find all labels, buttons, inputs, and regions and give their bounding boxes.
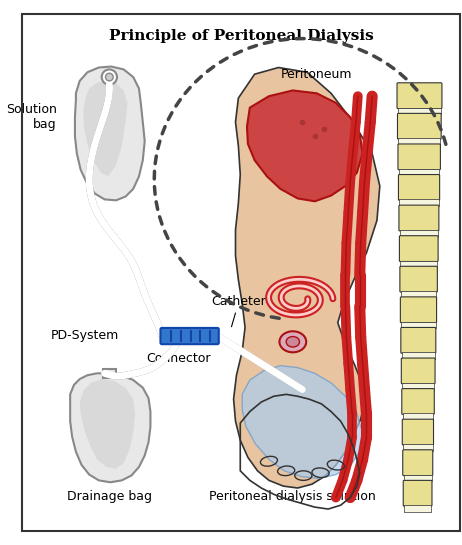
FancyBboxPatch shape — [400, 235, 438, 262]
Bar — [398, 138, 440, 145]
Bar — [400, 199, 439, 206]
FancyBboxPatch shape — [402, 419, 433, 445]
Circle shape — [105, 73, 113, 81]
Circle shape — [102, 69, 117, 84]
Text: Peritoneum: Peritoneum — [281, 68, 353, 81]
FancyBboxPatch shape — [398, 144, 440, 169]
FancyBboxPatch shape — [160, 328, 219, 344]
FancyBboxPatch shape — [401, 358, 435, 384]
FancyBboxPatch shape — [400, 267, 438, 292]
Polygon shape — [247, 90, 363, 201]
Polygon shape — [234, 68, 380, 488]
Bar — [103, 368, 116, 378]
Bar — [402, 383, 434, 390]
Text: Principle of Peritoneal Dialysis: Principle of Peritoneal Dialysis — [109, 29, 374, 43]
Polygon shape — [84, 81, 128, 177]
Text: Peritoneal dialysis solution: Peritoneal dialysis solution — [209, 490, 376, 503]
Text: PD-System: PD-System — [51, 329, 119, 342]
Text: Solution
bag: Solution bag — [6, 103, 57, 131]
Ellipse shape — [286, 336, 299, 347]
Bar — [401, 261, 437, 267]
Bar — [400, 230, 438, 237]
Bar — [403, 444, 432, 451]
Polygon shape — [242, 366, 363, 479]
Polygon shape — [70, 373, 151, 482]
Bar — [398, 108, 441, 114]
Bar — [404, 505, 431, 512]
Text: Drainage bag: Drainage bag — [67, 490, 152, 503]
Bar — [401, 291, 437, 298]
Bar — [402, 352, 435, 359]
Polygon shape — [75, 66, 145, 201]
FancyBboxPatch shape — [399, 205, 439, 231]
FancyBboxPatch shape — [403, 480, 432, 506]
Ellipse shape — [280, 331, 306, 352]
FancyBboxPatch shape — [402, 389, 434, 414]
FancyBboxPatch shape — [397, 113, 441, 139]
Bar — [404, 475, 432, 481]
FancyBboxPatch shape — [401, 328, 436, 353]
Bar — [403, 414, 433, 420]
Polygon shape — [80, 379, 135, 469]
FancyBboxPatch shape — [403, 450, 433, 476]
Bar — [399, 169, 439, 175]
Bar — [401, 322, 436, 329]
FancyBboxPatch shape — [398, 174, 440, 201]
FancyBboxPatch shape — [397, 83, 442, 108]
Text: Connector: Connector — [146, 352, 210, 365]
FancyBboxPatch shape — [401, 297, 437, 323]
Text: Catheter: Catheter — [212, 294, 267, 326]
